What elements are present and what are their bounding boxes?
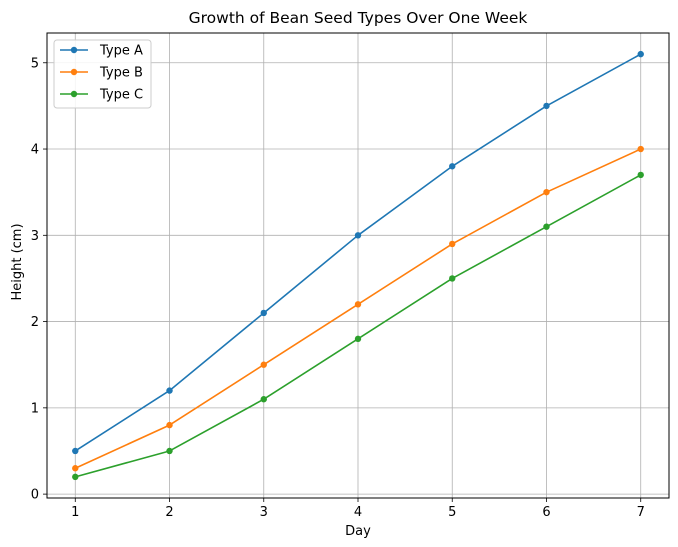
legend-swatch-marker	[70, 46, 78, 54]
x-tick-label: 5	[448, 505, 456, 520]
y-tick-label: 2	[31, 315, 39, 330]
data-point-type-c	[166, 447, 173, 455]
data-point-type-a	[543, 102, 550, 110]
data-point-type-a	[637, 50, 644, 58]
data-point-type-b	[166, 421, 173, 429]
data-point-type-c	[637, 171, 644, 179]
data-point-type-c	[543, 223, 550, 230]
y-axis-label: Height (cm)	[10, 223, 25, 300]
legend-box	[53, 39, 152, 109]
legend-label: Type A	[99, 44, 143, 59]
data-point-type-a	[354, 232, 362, 239]
legend-label: Type B	[99, 66, 143, 81]
data-point-type-c	[354, 335, 362, 343]
data-point-type-b	[354, 301, 362, 308]
data-point-type-a	[260, 309, 267, 317]
x-axis-label: Day	[345, 524, 371, 539]
x-tick-label: 4	[354, 505, 362, 520]
axis-ticks: 1 2 3 4 5 6 7 0 1 2 3 4 5	[31, 56, 645, 520]
legend-entry-type-b: Type B	[60, 66, 143, 81]
grid	[47, 33, 669, 498]
data-point-type-a	[449, 163, 456, 170]
y-tick-label: 1	[31, 401, 39, 416]
data-point-type-b	[449, 240, 456, 248]
x-tick-label: 7	[637, 505, 645, 520]
data-point-type-c	[260, 396, 267, 403]
data-point-type-b	[637, 145, 644, 153]
data-point-type-b	[543, 188, 550, 196]
series-type-c	[72, 171, 644, 481]
data-point-type-c	[449, 275, 456, 282]
x-tick-label: 6	[542, 505, 550, 520]
legend-swatch-marker	[70, 68, 78, 76]
x-tick-label: 1	[71, 505, 79, 520]
legend-entry-type-c: Type C	[60, 88, 143, 103]
y-tick-label: 4	[31, 143, 39, 158]
legend-entry-type-a: Type A	[60, 44, 143, 59]
data-point-type-a	[72, 447, 79, 455]
data-point-type-a	[166, 387, 173, 394]
data-point-type-c	[72, 473, 79, 481]
x-tick-label: 3	[260, 505, 268, 520]
y-tick-label: 5	[31, 56, 39, 71]
data-point-type-b	[260, 361, 267, 368]
legend: Type A Type B Type C	[53, 39, 152, 109]
series-layer	[72, 50, 644, 481]
y-tick-label: 3	[31, 229, 39, 244]
y-tick-label: 0	[31, 488, 39, 503]
legend-label: Type C	[99, 88, 143, 103]
series-type-a	[72, 50, 644, 455]
x-tick-label: 2	[165, 505, 173, 520]
legend-swatch-marker	[70, 90, 78, 98]
series-type-b	[72, 145, 644, 472]
chart-title: Growth of Bean Seed Types Over One Week	[189, 9, 528, 27]
data-point-type-b	[72, 465, 79, 472]
